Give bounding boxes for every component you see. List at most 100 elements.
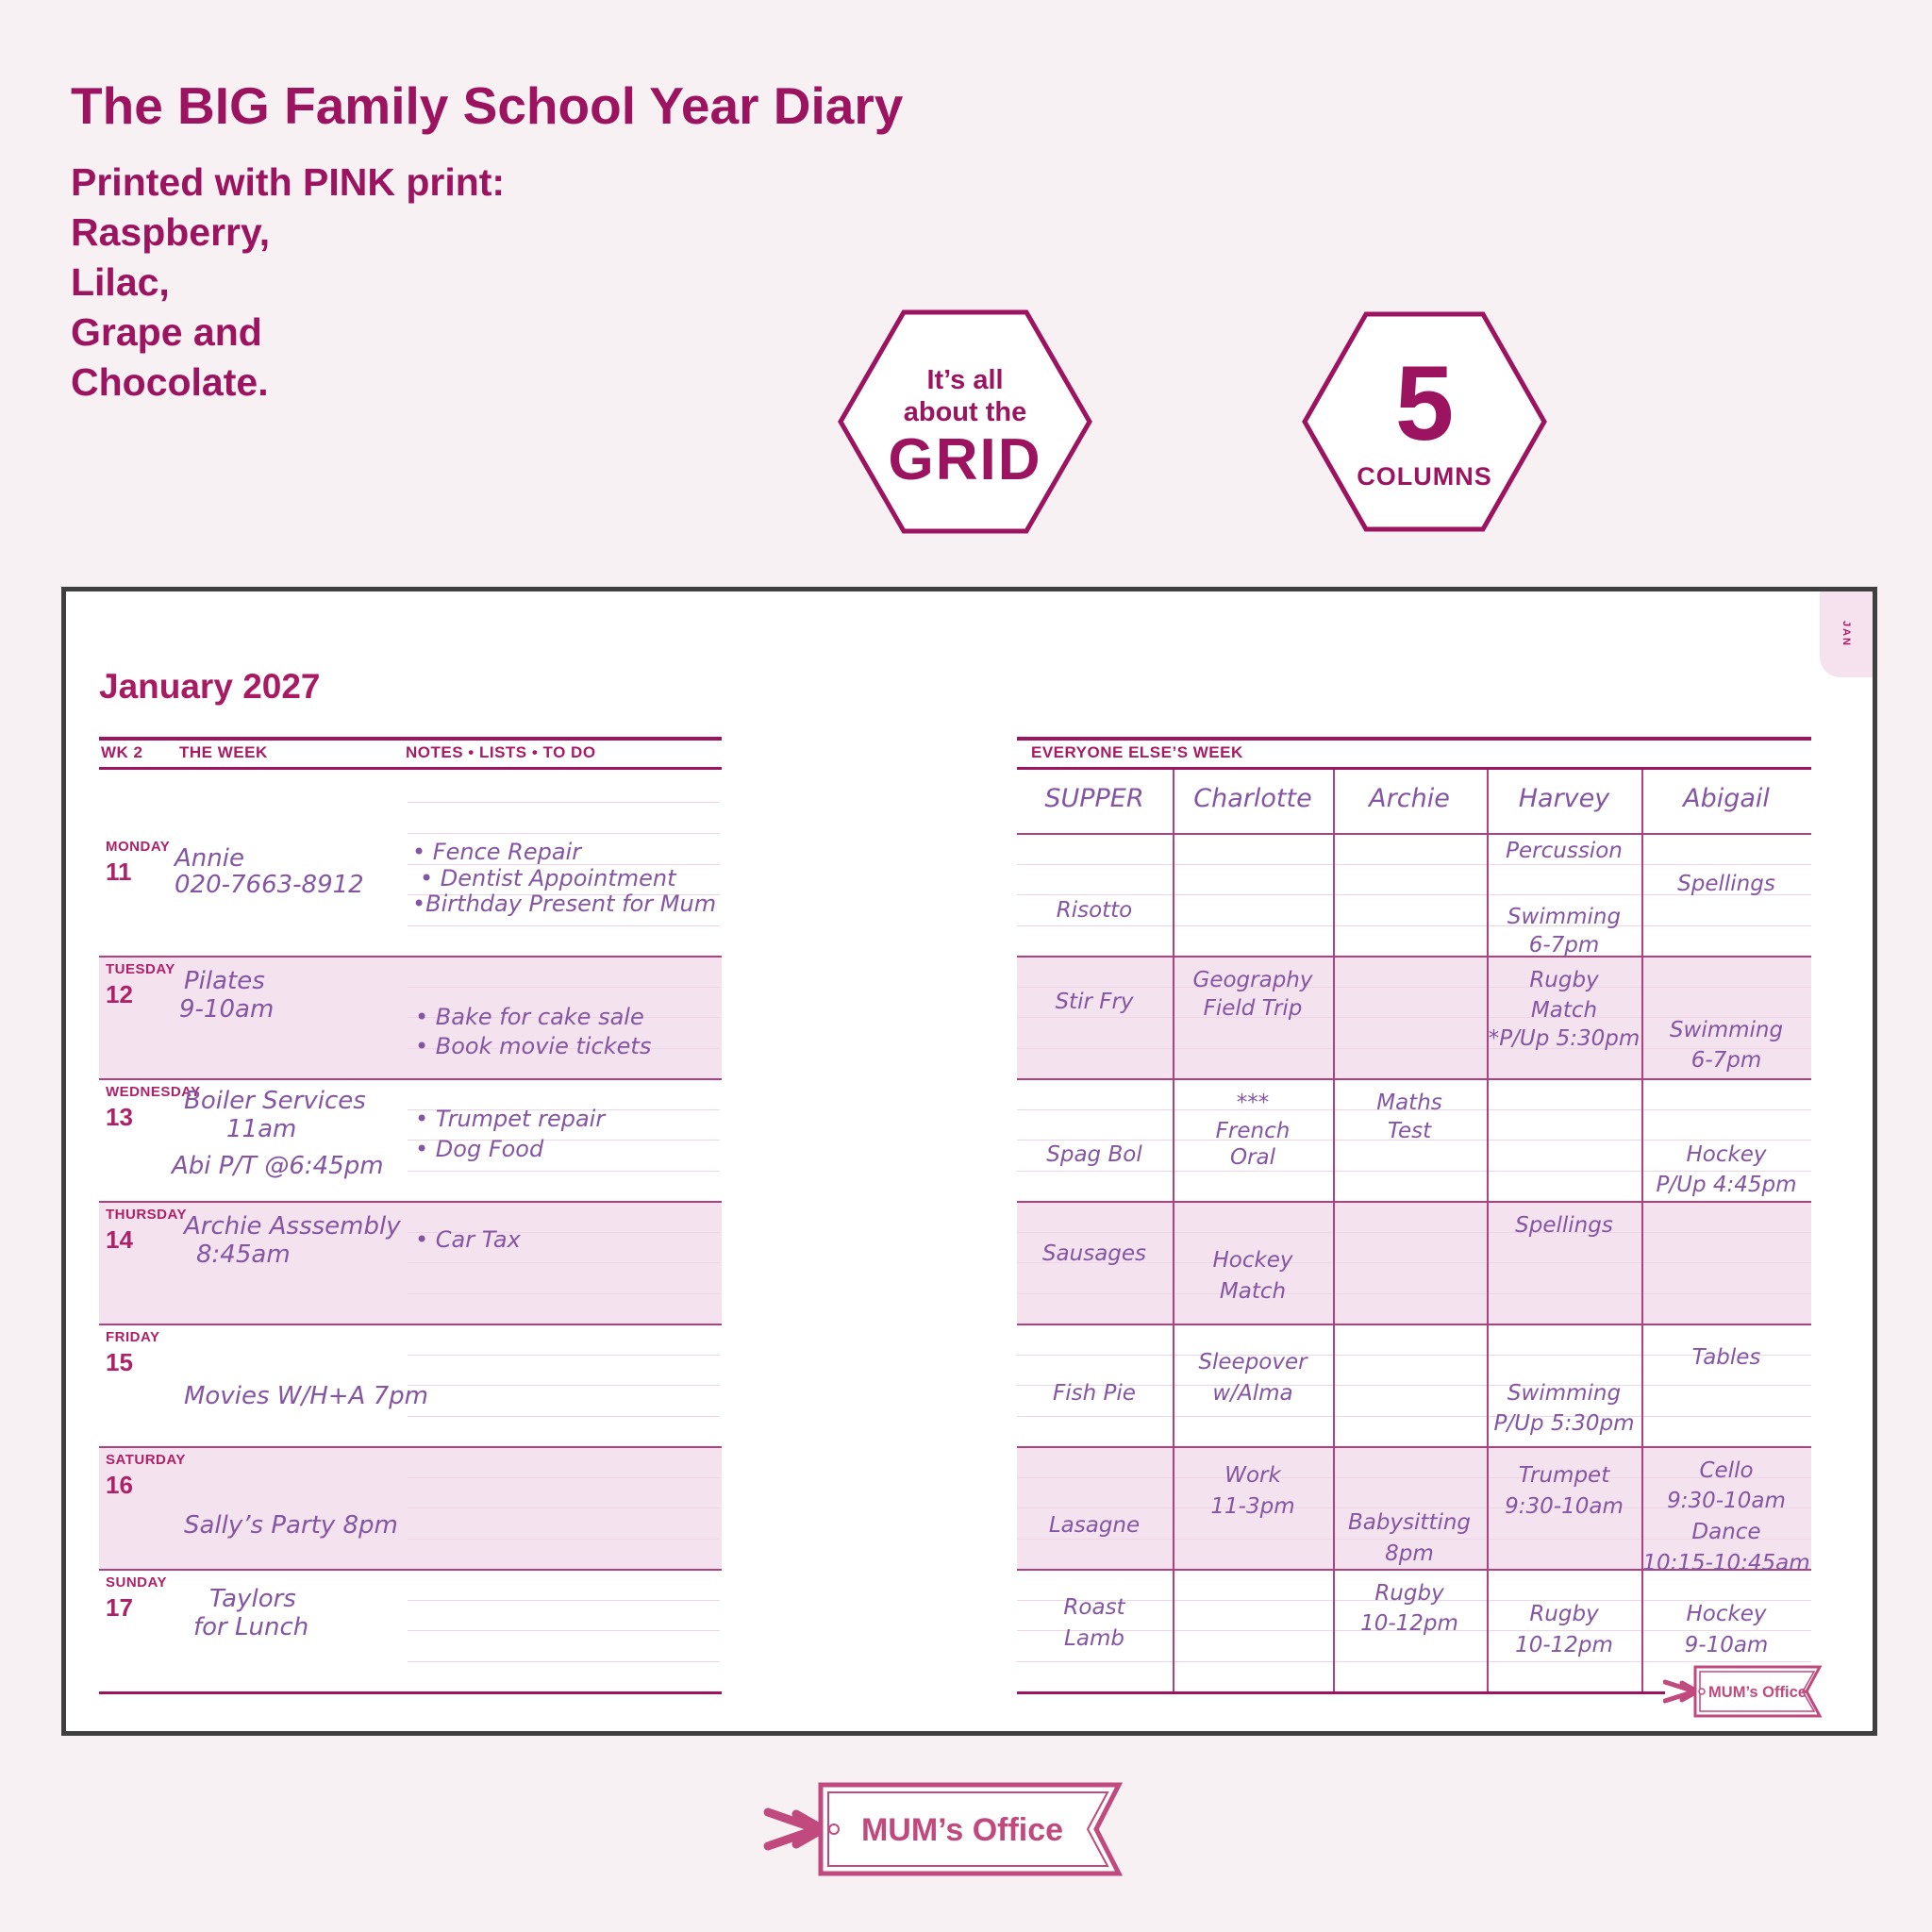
diary-entry: Spellings	[1515, 1213, 1613, 1238]
tag-hole	[1698, 1688, 1706, 1695]
column-charlotte: Charlotte	[1193, 784, 1312, 813]
diary-entry: Spellings	[1677, 872, 1775, 896]
columns-badge-number: 5	[1395, 344, 1454, 462]
diary-entry: Movies W/H+A 7pm	[184, 1382, 428, 1410]
diary-entry: Oral	[1229, 1145, 1276, 1170]
diary-entry: Hockey	[1686, 1142, 1767, 1167]
day-divider	[99, 956, 722, 958]
day-divider	[99, 1569, 722, 1571]
grid-badge-word: GRID	[889, 427, 1042, 492]
diary-entry: Hockey	[1212, 1248, 1293, 1273]
diary-entry: Taylors	[209, 1585, 296, 1613]
ruled-line	[1017, 1385, 1811, 1386]
day-divider	[1017, 833, 1811, 835]
the-week-header: THE WEEK	[179, 743, 268, 761]
diary-entry: Sally’s Party 8pm	[184, 1511, 398, 1540]
diary-entry: 9-10am	[179, 995, 275, 1024]
diary-entry: Work	[1224, 1463, 1281, 1488]
month-tab-jan: JAN	[1820, 591, 1873, 677]
diary-entry: Spag Bol	[1046, 1142, 1142, 1167]
corner-tag-text: MUM’s Office	[1708, 1684, 1807, 1701]
footer-rule	[99, 1691, 722, 1694]
diary-entry: Rugby	[1374, 1581, 1444, 1606]
ruled-line	[1017, 1507, 1811, 1508]
subtitle-line: Printed with PINK print:	[71, 160, 506, 204]
diary-entry: Test	[1387, 1119, 1432, 1143]
ruled-line	[408, 1630, 720, 1631]
diary-entry: 020-7663-8912	[175, 871, 364, 899]
ruled-line	[408, 1600, 720, 1601]
ruled-line	[1017, 1416, 1811, 1417]
ruled-line	[408, 1017, 720, 1018]
diary-page: January 2027 JAN WK 2 THE WEEK NOTES • L…	[61, 587, 1877, 1736]
everyone-header: EVERYONE ELSE’S WEEK	[1031, 743, 1243, 761]
diary-entry: Pilates	[184, 967, 265, 995]
ruled-line	[1017, 1109, 1811, 1110]
ruled-line	[408, 987, 720, 988]
subtitle-line: Chocolate.	[71, 360, 269, 404]
month-tab-label: JAN	[1840, 621, 1852, 648]
ruled-line	[408, 1140, 720, 1141]
ruled-line	[1017, 1017, 1811, 1018]
diary-entry: Rugby	[1529, 1602, 1599, 1626]
diary-entry: P/Up 5:30pm	[1493, 1411, 1635, 1436]
day-divider	[1017, 1569, 1811, 1571]
ruled-line	[408, 1293, 720, 1294]
diary-entry: Annie	[175, 844, 244, 873]
diary-entry: Sausages	[1041, 1241, 1147, 1266]
ruled-line	[408, 1048, 720, 1049]
ruled-line	[1017, 1630, 1811, 1631]
day-divider	[99, 1201, 722, 1203]
diary-entry: Abi P/T @6:45pm	[172, 1152, 384, 1180]
ruled-line	[408, 1232, 720, 1233]
ruled-line	[1017, 864, 1811, 865]
day-name-label: TUESDAY	[106, 961, 175, 977]
tag-outline	[1693, 1665, 1823, 1718]
footer-rule	[1017, 1691, 1665, 1694]
week-number-label: WK 2	[101, 743, 143, 761]
diary-entry: • Dog Food	[415, 1136, 544, 1162]
header-rule	[99, 737, 722, 741]
day-divider	[1017, 1446, 1811, 1448]
ruled-line	[1017, 1355, 1811, 1356]
corner-brand-tag: MUM’s Office	[1663, 1665, 1823, 1718]
diary-entry: Sleepover	[1198, 1350, 1307, 1374]
diary-entry: 9:30-10am	[1667, 1489, 1786, 1513]
day-divider	[1017, 1201, 1811, 1203]
columns-badge-label: COLUMNS	[1357, 462, 1492, 491]
column-divider	[1333, 767, 1335, 1691]
diary-entry: *P/Up 5:30pm	[1488, 1026, 1641, 1051]
diary-entry: 9:30-10am	[1505, 1494, 1624, 1519]
ruled-line	[1017, 1600, 1811, 1601]
diary-entry: 10-12pm	[1515, 1633, 1613, 1657]
diary-entry: Trumpet	[1518, 1463, 1610, 1488]
day-name-label: WEDNESDAY	[106, 1084, 201, 1100]
day-date: 12	[106, 980, 133, 1008]
diary-entry: • Trumpet repair	[415, 1106, 606, 1132]
diary-entry: 10:15-10:45am	[1642, 1551, 1810, 1575]
hexagon-outline	[838, 309, 1092, 534]
ruled-line	[1017, 1293, 1811, 1294]
diary-entry: Match	[1219, 1279, 1287, 1304]
diary-entry: Dance	[1691, 1520, 1761, 1544]
diary-entry: Field Trip	[1203, 996, 1303, 1021]
day-divider	[99, 1324, 722, 1325]
ruled-line	[408, 1171, 720, 1172]
tag-outline	[818, 1782, 1124, 1876]
ruled-line	[408, 894, 720, 895]
diary-entry: Tables	[1691, 1345, 1761, 1370]
diary-entry: P/Up 4:45pm	[1656, 1173, 1797, 1197]
diary-entry: Fish Pie	[1053, 1381, 1136, 1406]
day-name-label: SATURDAY	[106, 1452, 186, 1468]
column-archie: Archie	[1369, 784, 1450, 813]
grid-badge: It’s all about the GRID	[836, 308, 1094, 536]
day-date: 11	[106, 858, 132, 886]
column-abigail: Abigail	[1683, 784, 1770, 813]
ruled-line	[408, 1416, 720, 1417]
subtitle-line: Raspberry,	[71, 210, 271, 254]
day-name-label: THURSDAY	[106, 1207, 187, 1223]
hexagon-outline	[1302, 311, 1547, 532]
ruled-line	[1017, 1048, 1811, 1049]
ruled-line	[408, 925, 720, 926]
